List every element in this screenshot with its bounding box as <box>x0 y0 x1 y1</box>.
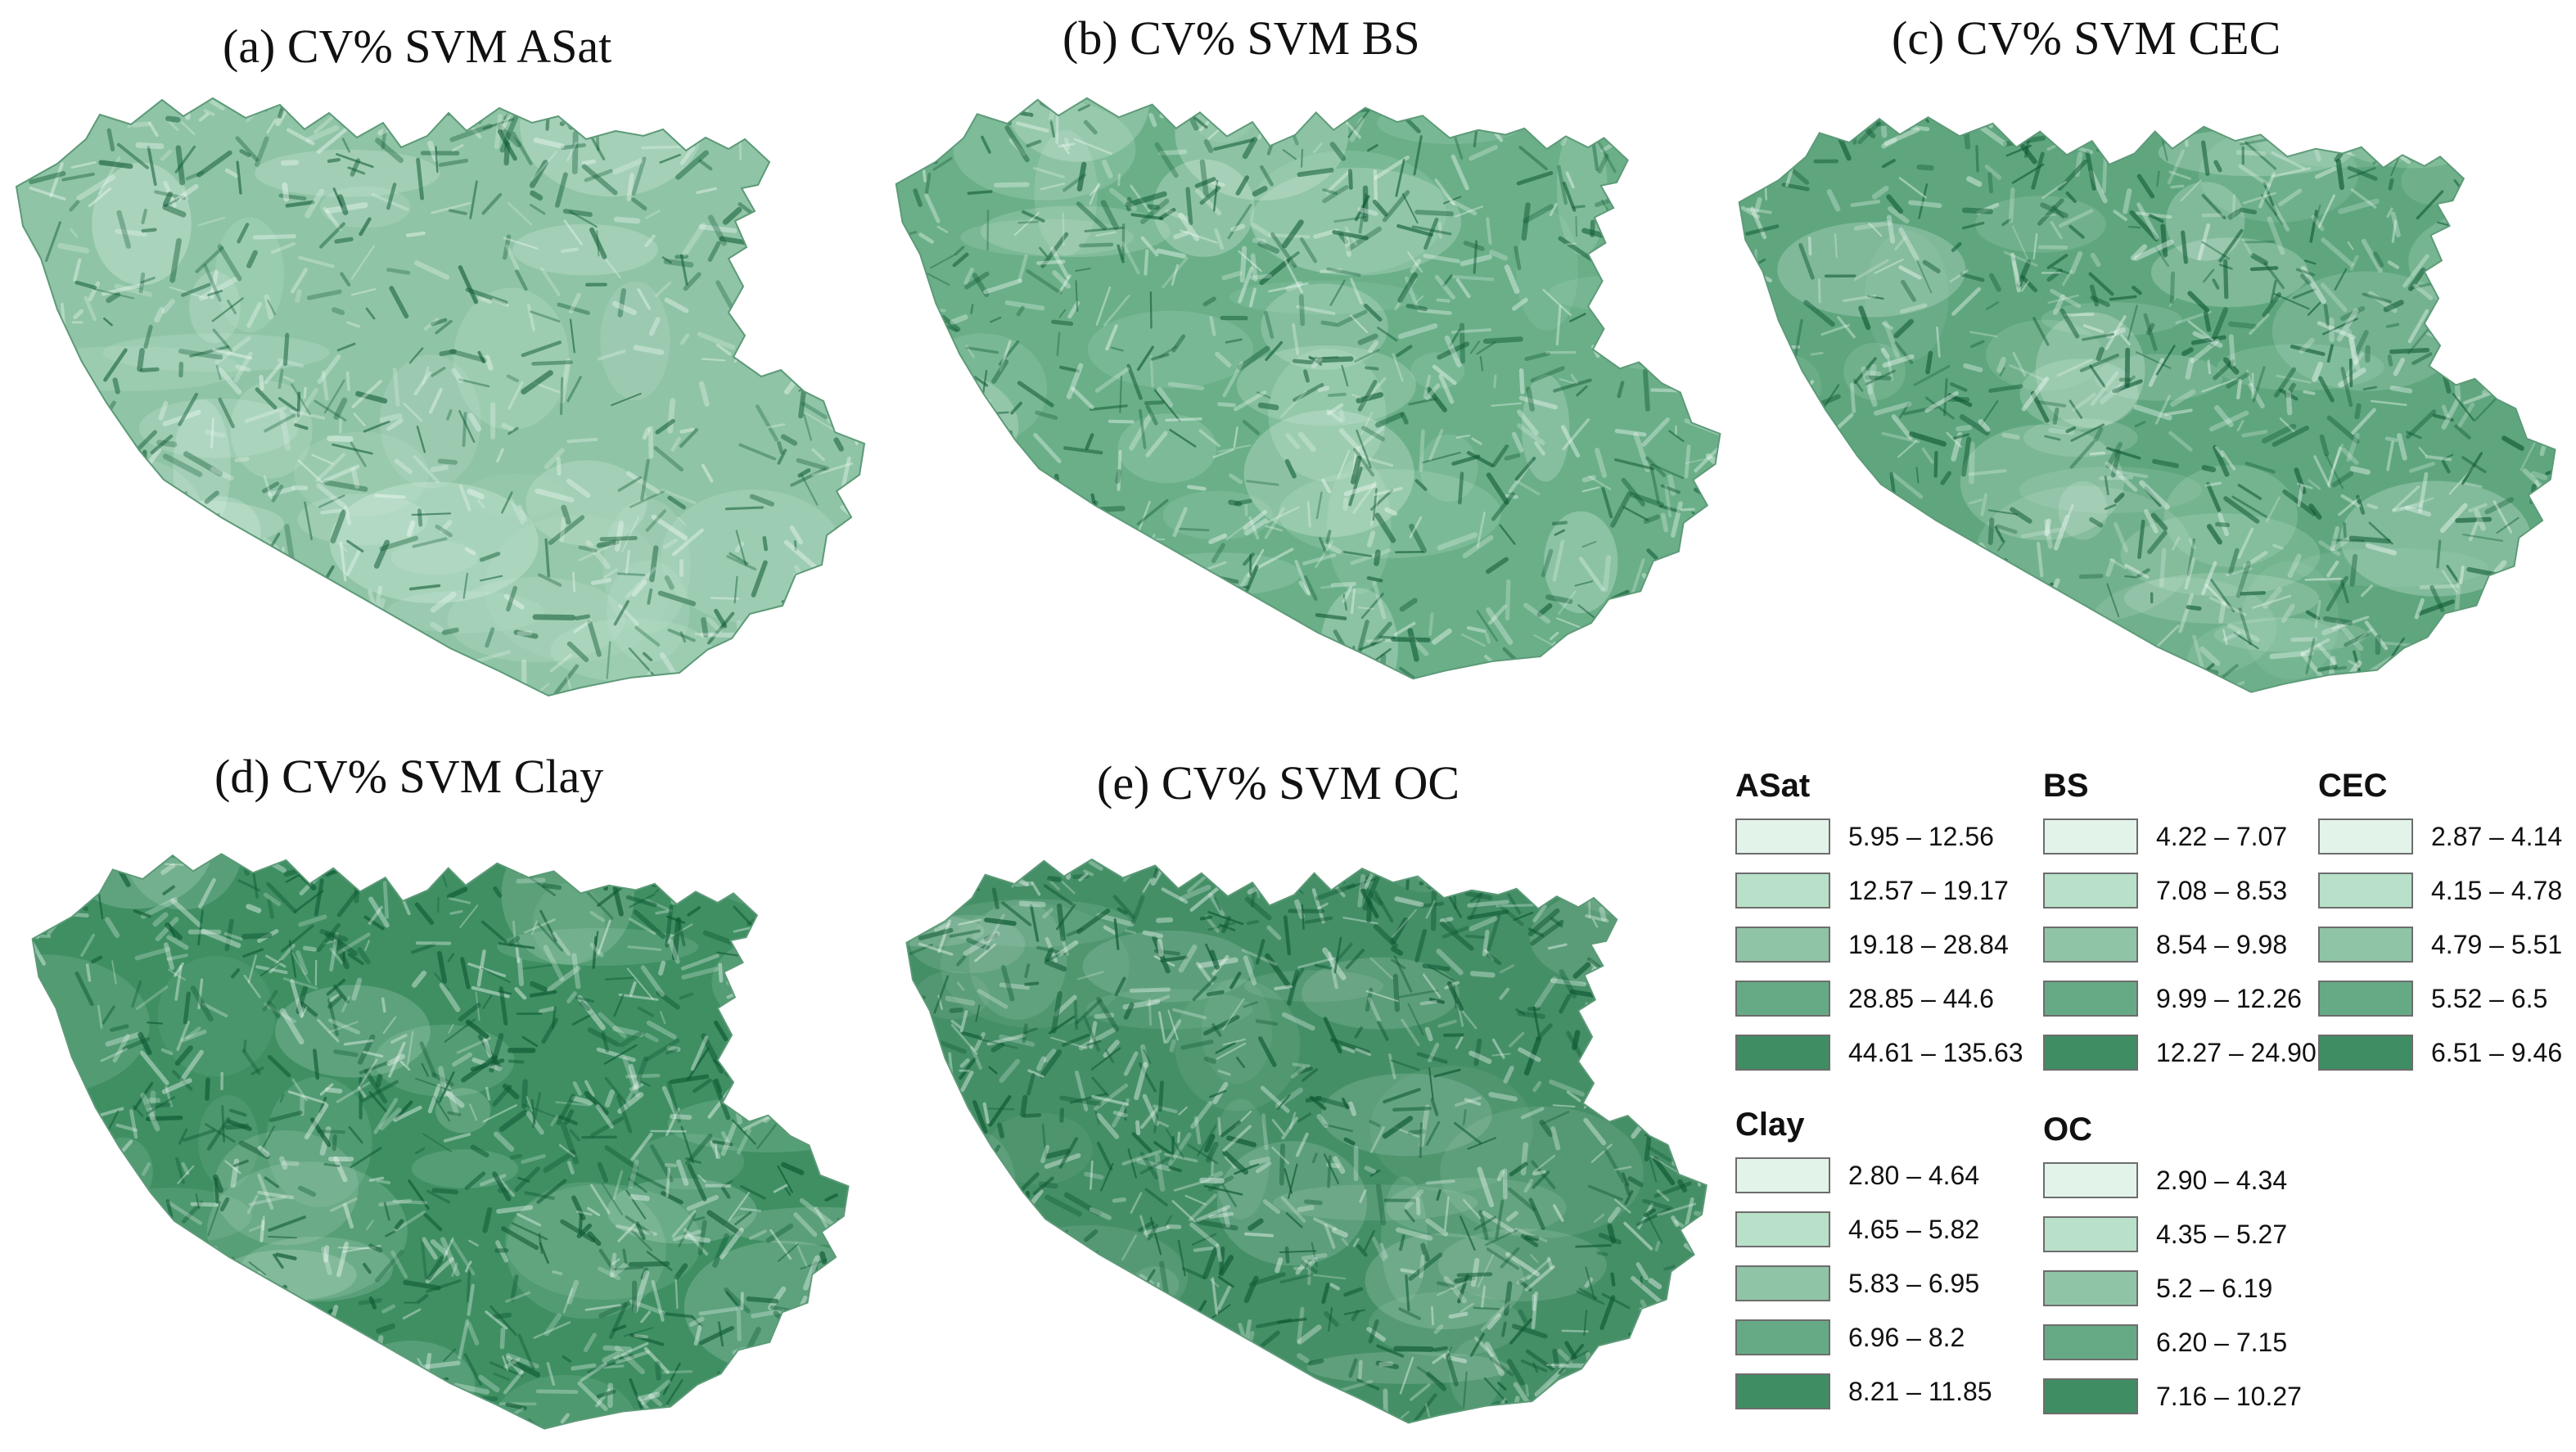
legend-label: 4.35 – 5.27 <box>2156 1220 2288 1249</box>
panel-a-map <box>15 97 866 697</box>
legend-swatch <box>2043 1378 2138 1414</box>
panel-a-title: (a) CV% SVM ASat <box>223 20 612 73</box>
legend-label: 5.2 – 6.19 <box>2156 1274 2273 1303</box>
legend-swatch <box>1735 873 1830 909</box>
panel-d-title: (d) CV% SVM Clay <box>214 750 604 803</box>
study-area-boundary <box>1738 116 2556 693</box>
panel-c-title: (c) CV% SVM CEC <box>1892 11 2281 65</box>
study-area-boundary <box>15 97 866 697</box>
legend-swatch <box>1735 927 1830 963</box>
legend-swatch <box>2043 981 2138 1017</box>
legend-label: 5.83 – 6.95 <box>1848 1269 1980 1298</box>
legend-label: 4.22 – 7.07 <box>2156 822 2288 851</box>
legend-label: 2.87 – 4.14 <box>2431 822 2563 851</box>
legend-label: 7.16 – 10.27 <box>2156 1382 2302 1411</box>
legend-heading-asat: ASat <box>1735 768 1811 804</box>
legend-label: 4.79 – 5.51 <box>2431 930 2563 959</box>
panel-c-map <box>1738 116 2556 693</box>
panel-d-map <box>31 853 850 1430</box>
legend-swatch <box>1735 1265 1830 1301</box>
legend-heading-bs: BS <box>2043 768 2089 804</box>
legend-swatch <box>2043 873 2138 909</box>
legend-swatch <box>2043 1270 2138 1306</box>
legend-label: 19.18 – 28.84 <box>1848 930 2009 959</box>
legend-swatch <box>2318 873 2413 909</box>
legend-swatch <box>2043 818 2138 855</box>
legend-label: 8.21 – 11.85 <box>1848 1377 1992 1406</box>
legend-swatch <box>1735 1319 1830 1355</box>
hillshade-layer <box>1739 117 2556 692</box>
legend-swatch <box>1735 1157 1830 1193</box>
legend-label: 12.57 – 19.17 <box>1848 876 2009 905</box>
panel-e-title: (e) CV% SVM OC <box>1097 756 1460 809</box>
legend-label: 5.95 – 12.56 <box>1848 822 1994 851</box>
legend-label: 6.51 – 9.46 <box>2431 1038 2563 1067</box>
legend-label: 8.54 – 9.98 <box>2156 930 2288 959</box>
legend-swatch <box>1735 1035 1830 1071</box>
legend-label: 28.85 – 44.6 <box>1848 984 1994 1013</box>
study-area-boundary <box>31 853 850 1430</box>
panel-b-title: (b) CV% SVM BS <box>1062 11 1420 65</box>
legend-swatch <box>2318 981 2413 1017</box>
legend-heading-oc: OC <box>2043 1112 2092 1148</box>
legend-label: 4.15 – 4.78 <box>2431 876 2563 905</box>
legend-label: 2.80 – 4.64 <box>1848 1161 1980 1190</box>
legend-swatch <box>2043 1035 2138 1071</box>
legend-swatch <box>2318 927 2413 963</box>
legend-label: 9.99 – 12.26 <box>2156 984 2302 1013</box>
legend-swatch <box>1735 981 1830 1017</box>
legend-swatch <box>2043 1162 2138 1198</box>
legend-label: 5.52 – 6.5 <box>2431 984 2548 1013</box>
legend-heading-clay: Clay <box>1735 1107 1805 1143</box>
panel-b-map <box>895 97 1721 680</box>
legend-swatch <box>2043 1324 2138 1360</box>
legend-swatch <box>1735 1373 1830 1409</box>
legend-swatch <box>2043 927 2138 963</box>
legend-label: 7.08 – 8.53 <box>2156 876 2288 905</box>
legend-swatch <box>1735 818 1830 855</box>
hillshade-layer <box>16 98 864 696</box>
hillshade-layer <box>906 859 1707 1423</box>
legend-swatch <box>2318 1035 2413 1071</box>
legend-swatch <box>2043 1216 2138 1252</box>
legend-label: 4.65 – 5.82 <box>1848 1215 1980 1244</box>
legend-heading-cec: CEC <box>2318 768 2388 804</box>
hillshade-layer <box>32 854 849 1429</box>
legend-label: 12.27 – 24.90 <box>2156 1038 2317 1067</box>
hillshade-layer <box>896 97 1721 679</box>
legend-swatch <box>1735 1211 1830 1247</box>
panel-e-map <box>905 858 1708 1424</box>
legend-label: 44.61 – 135.63 <box>1848 1038 2023 1067</box>
study-area-boundary <box>905 858 1708 1424</box>
legend-label: 6.20 – 7.15 <box>2156 1328 2288 1357</box>
study-area-boundary <box>895 97 1721 680</box>
legend-swatch <box>2318 818 2413 855</box>
legend-label: 6.96 – 8.2 <box>1848 1323 1965 1352</box>
legend-label: 2.90 – 4.34 <box>2156 1166 2288 1195</box>
